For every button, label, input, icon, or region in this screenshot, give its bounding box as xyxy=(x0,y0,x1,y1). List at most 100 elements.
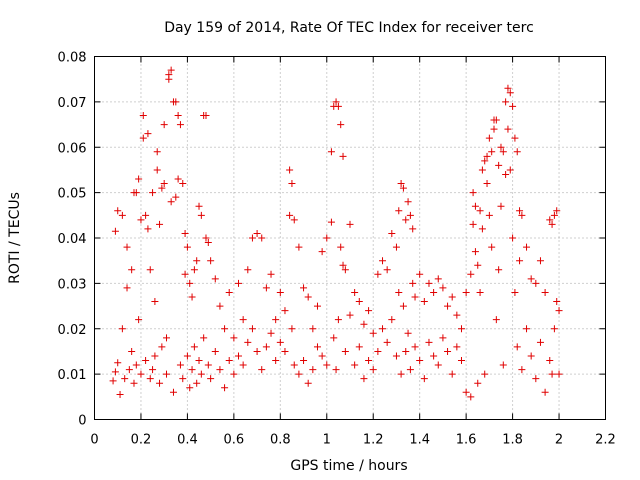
data-point xyxy=(197,211,205,219)
data-point xyxy=(383,266,391,274)
data-point xyxy=(392,352,400,360)
data-point xyxy=(195,357,203,365)
data-point xyxy=(481,370,489,378)
data-point xyxy=(156,379,164,387)
data-point xyxy=(144,130,152,138)
data-point xyxy=(399,302,407,310)
data-point xyxy=(188,366,196,374)
data-point xyxy=(369,366,377,374)
data-point xyxy=(181,229,189,237)
data-point xyxy=(262,343,270,351)
data-point xyxy=(167,66,175,74)
data-point xyxy=(221,325,229,333)
data-point xyxy=(221,384,229,392)
data-point xyxy=(488,148,496,156)
data-point xyxy=(304,379,312,387)
data-point xyxy=(476,288,484,296)
data-point xyxy=(334,316,342,324)
data-point xyxy=(169,388,177,396)
data-point xyxy=(197,370,205,378)
data-point xyxy=(272,357,280,365)
data-point xyxy=(135,316,143,324)
data-point xyxy=(286,166,294,174)
data-point xyxy=(499,148,507,156)
data-point xyxy=(163,334,171,342)
data-point xyxy=(476,207,484,215)
data-point xyxy=(355,298,363,306)
data-point xyxy=(118,325,126,333)
data-point xyxy=(541,288,549,296)
grid-layer xyxy=(94,56,606,420)
data-point xyxy=(550,211,558,219)
data-point xyxy=(186,279,194,287)
data-point xyxy=(523,243,531,251)
data-point xyxy=(130,379,138,387)
data-point xyxy=(555,370,563,378)
data-point xyxy=(516,257,524,265)
data-point xyxy=(374,270,382,278)
data-point xyxy=(167,198,175,206)
x-axis-label: GPS time / hours xyxy=(290,458,407,474)
data-point xyxy=(404,198,412,206)
chart-title: Day 159 of 2014, Rate Of TEC Index for r… xyxy=(164,20,534,36)
x-tick-label: 0.2 xyxy=(131,433,152,448)
data-point xyxy=(258,234,266,242)
y-tick-label: 0.08 xyxy=(58,51,87,66)
x-tick-label: 0.6 xyxy=(224,433,245,448)
data-point xyxy=(430,352,438,360)
data-point xyxy=(383,338,391,346)
data-point xyxy=(536,257,544,265)
tick-layer: 0 0.2 0.4 0.6 0.8 1 1.2 1.4 1.6 1.8 2 2.2 0 0.01 0.02 0… xyxy=(58,51,616,448)
data-point xyxy=(351,288,359,296)
data-point xyxy=(195,202,203,210)
data-point xyxy=(527,275,535,283)
data-point xyxy=(190,266,198,274)
data-point xyxy=(149,189,157,197)
data-point xyxy=(506,166,514,174)
data-point xyxy=(239,361,247,369)
data-point xyxy=(109,377,117,385)
data-point xyxy=(323,234,331,242)
data-point xyxy=(467,393,475,401)
data-point xyxy=(114,207,122,215)
data-point xyxy=(502,98,510,106)
data-point xyxy=(502,170,510,178)
data-point xyxy=(153,148,161,156)
data-point xyxy=(248,325,256,333)
x-tick-label: 1.6 xyxy=(456,433,477,448)
data-point xyxy=(474,379,482,387)
data-point xyxy=(207,375,215,383)
data-point xyxy=(111,368,119,376)
x-tick-label: 2 xyxy=(555,433,563,448)
data-point xyxy=(425,279,433,287)
data-point xyxy=(179,180,187,188)
data-point xyxy=(118,211,126,219)
data-point xyxy=(444,302,452,310)
data-point xyxy=(160,180,168,188)
data-point xyxy=(174,111,182,119)
data-point xyxy=(453,311,461,319)
data-point xyxy=(339,261,347,269)
data-point xyxy=(518,211,526,219)
data-point xyxy=(341,266,349,274)
data-point xyxy=(469,220,477,228)
data-point xyxy=(485,134,493,142)
data-point xyxy=(146,266,154,274)
data-point xyxy=(225,288,233,296)
data-point xyxy=(495,161,503,169)
data-point xyxy=(309,366,317,374)
data-point xyxy=(481,157,489,165)
data-point xyxy=(188,293,196,301)
data-point xyxy=(478,166,486,174)
data-point xyxy=(416,357,424,365)
data-point xyxy=(121,375,129,383)
data-point xyxy=(183,243,191,251)
data-point xyxy=(158,184,166,192)
data-point xyxy=(474,261,482,269)
data-point xyxy=(420,298,428,306)
data-point xyxy=(286,211,294,219)
data-point xyxy=(334,102,342,110)
data-point xyxy=(546,357,554,365)
data-point xyxy=(434,361,442,369)
data-point xyxy=(190,343,198,351)
